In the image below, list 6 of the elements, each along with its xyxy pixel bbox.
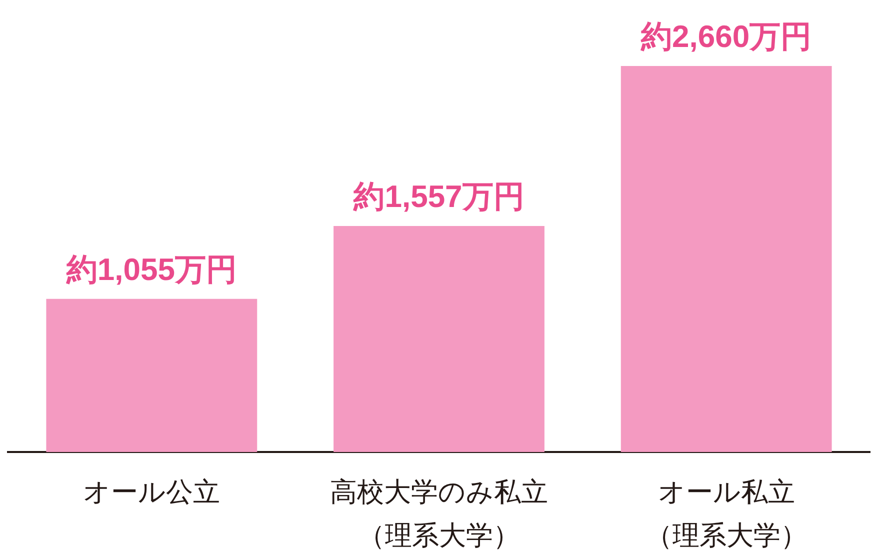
x-tick-label: オール私立（理系大学） xyxy=(645,477,808,550)
x-tick-label: オール公立 xyxy=(83,477,220,508)
data-label: 約1,055万円 xyxy=(65,252,237,287)
x-tick-label: 高校大学のみ私立（理系大学） xyxy=(330,477,548,550)
data-label: 約2,660万円 xyxy=(640,19,812,54)
data-label: 約1,557万円 xyxy=(352,179,524,214)
